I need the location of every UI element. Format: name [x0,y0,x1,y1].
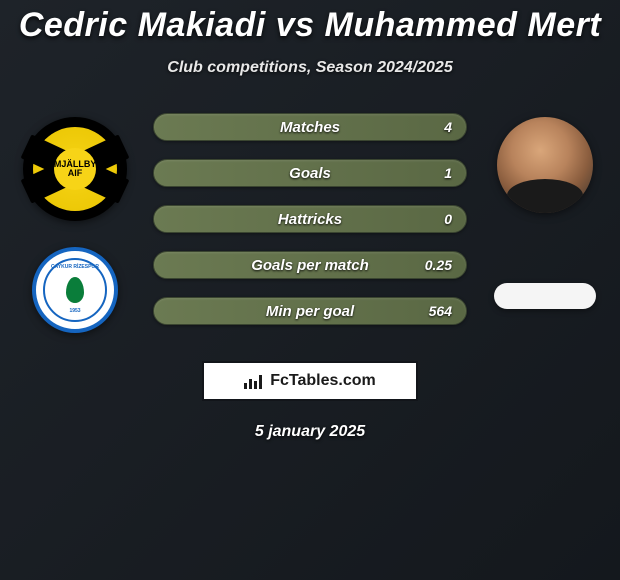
subtitle: Club competitions, Season 2024/2025 [0,59,620,77]
brand-text: FcTables.com [270,372,376,390]
stat-right-value: 0 [422,211,452,227]
page-title: Cedric Makiadi vs Muhammed Mert [0,6,620,45]
rize-year: 1953 [45,308,105,314]
chart-icon [244,373,264,389]
stat-right-value: 0.25 [422,257,452,273]
player-photo [497,117,593,213]
stat-label: Min per goal [266,303,354,320]
mjallby-crest-inner: MJÄLLBY AIF [33,127,117,211]
rize-crest-inner: ÇAYKUR RİZESPOR 1953 [43,258,107,322]
right-player-column [485,113,605,309]
stat-label: Goals [289,165,331,182]
mjallby-crest-text: MJÄLLBY AIF [54,148,96,190]
stat-row-goals: Goals 1 [153,159,467,187]
date-line: 5 january 2025 [0,423,620,441]
tea-leaf-icon [66,277,84,303]
stat-row-min-per-goal: Min per goal 564 [153,297,467,325]
club-badge-mjallby: MJÄLLBY AIF [23,117,127,221]
stat-row-goals-per-match: Goals per match 0.25 [153,251,467,279]
mjallby-label: MJÄLLBY AIF [54,160,96,178]
stat-label: Hattricks [278,211,342,228]
stat-right-value: 564 [422,303,452,319]
rize-label-top: ÇAYKUR RİZESPOR [45,264,105,270]
stat-right-value: 4 [422,119,452,135]
main-area: MJÄLLBY AIF ÇAYKUR RİZESPOR 1953 Matches… [0,113,620,333]
brand-box[interactable]: FcTables.com [202,361,418,401]
stat-label: Goals per match [251,257,369,274]
stat-row-hattricks: Hattricks 0 [153,205,467,233]
stat-row-matches: Matches 4 [153,113,467,141]
stat-right-value: 1 [422,165,452,181]
comparison-card: Cedric Makiadi vs Muhammed Mert Club com… [0,0,620,580]
club-badge-rizespor: ÇAYKUR RİZESPOR 1953 [32,247,118,333]
stat-label: Matches [280,119,340,136]
stats-column: Matches 4 Goals 1 Hattricks 0 Goals per … [135,113,485,325]
club-badge-placeholder [494,283,596,309]
left-player-column: MJÄLLBY AIF ÇAYKUR RİZESPOR 1953 [15,113,135,333]
